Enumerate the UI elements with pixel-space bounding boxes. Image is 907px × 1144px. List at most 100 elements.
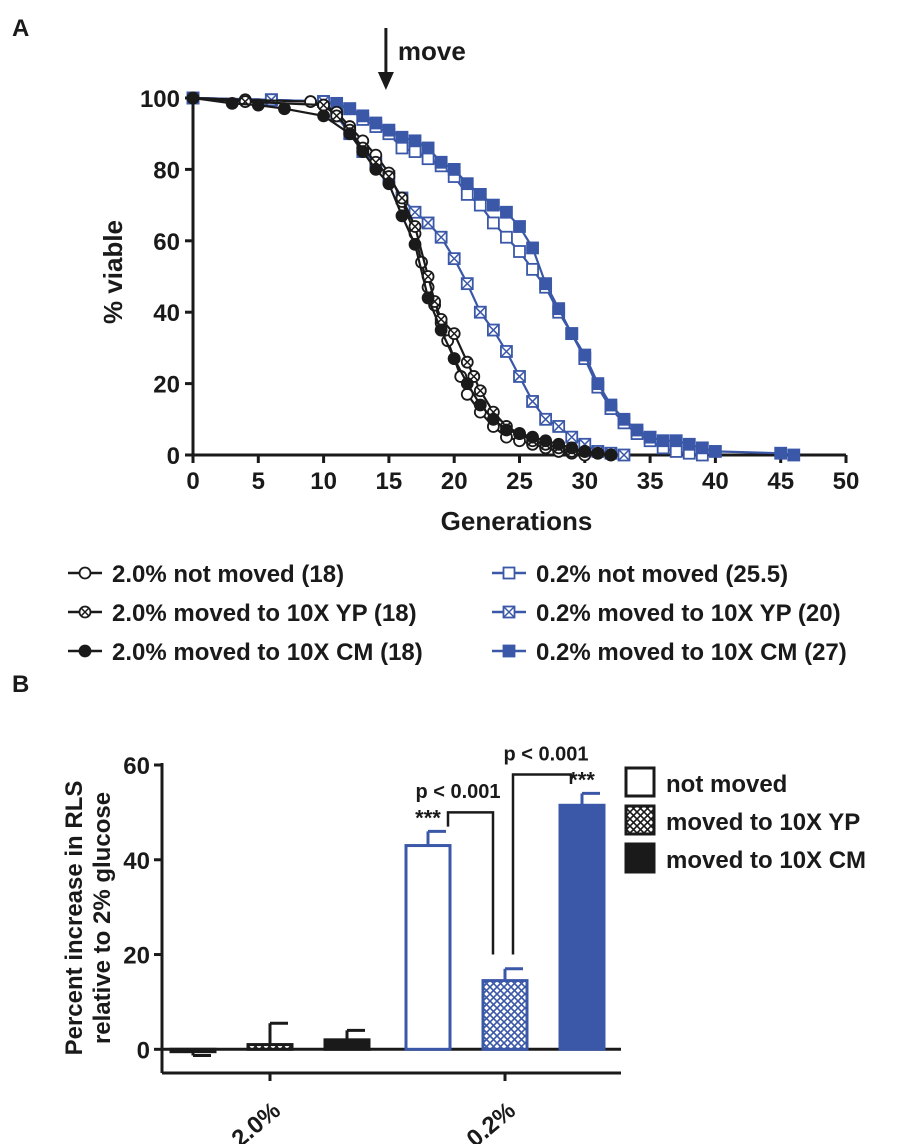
legend-label: 0.2% not moved (25.5) [536, 561, 788, 588]
marker-shape [709, 445, 722, 458]
data-point [552, 437, 566, 451]
data-point [460, 177, 474, 191]
data-point [317, 98, 331, 112]
move-annotation: move [398, 36, 466, 66]
x-tick-label: 30 [571, 468, 598, 495]
data-point [787, 448, 801, 462]
marker-shape [787, 448, 801, 462]
marker-shape [78, 566, 92, 580]
data-point [382, 123, 396, 137]
panel-a-label: A [12, 15, 29, 42]
marker-cross [539, 413, 552, 426]
data-point [565, 327, 579, 341]
marker-shape [460, 187, 474, 201]
y-tick-label: 20 [123, 943, 150, 970]
marker-shape [502, 644, 516, 658]
data-point [617, 412, 631, 426]
marker-shape [460, 177, 474, 191]
marker-shape [186, 91, 200, 105]
panel-b-label: B [12, 671, 29, 698]
data-point [500, 423, 513, 437]
marker-shape [656, 434, 670, 448]
data-point [460, 355, 474, 369]
move-arrow-head [377, 72, 394, 90]
data-point [447, 327, 461, 341]
marker-cross [449, 329, 459, 339]
marker-cross [410, 222, 420, 231]
significance-stars: *** [415, 805, 441, 830]
data-point [565, 430, 579, 444]
data-point [186, 91, 200, 105]
data-point [539, 434, 553, 448]
data-point [408, 145, 422, 158]
data-point [539, 412, 553, 426]
legend-label: moved to 10X YP [666, 809, 860, 836]
marker-shape [630, 423, 644, 437]
data-point [578, 348, 592, 362]
data-point [356, 109, 370, 123]
marker-cross [513, 370, 526, 383]
marker-shape [408, 237, 422, 251]
y-tick-label: 100 [140, 86, 180, 113]
marker-cross [397, 193, 407, 203]
x-tick-label: 25 [506, 468, 533, 495]
data-point [526, 395, 539, 408]
data-point [552, 302, 566, 316]
marker-cross [565, 431, 578, 444]
legend-marker [78, 644, 92, 658]
data-point [473, 198, 487, 212]
marker-cross [552, 420, 565, 433]
data-point [317, 109, 331, 123]
y-tick-label: 40 [123, 848, 150, 875]
data-point [356, 145, 370, 158]
series-line [192, 96, 703, 457]
data-point [513, 220, 526, 233]
data-point [500, 345, 513, 358]
legend-label: not moved [666, 771, 787, 798]
marker-shape [513, 220, 526, 233]
data-point [421, 270, 435, 283]
data-point [343, 127, 357, 141]
data-point [604, 448, 618, 462]
significance-stars: *** [569, 767, 595, 792]
marker-cross [448, 252, 461, 265]
data-point [486, 412, 500, 426]
legend-marker [502, 644, 516, 658]
data-point [460, 377, 474, 391]
data-point [251, 98, 265, 112]
survival-legend: 2.0% not moved (18) 2.0% moved to 10X YP … [68, 561, 847, 666]
marker-shape [552, 437, 566, 451]
x-tick-label: 35 [637, 468, 664, 495]
data-point [395, 141, 409, 155]
bar [481, 979, 529, 1051]
marker-shape [486, 198, 500, 212]
data-point [473, 187, 487, 201]
data-point [617, 448, 631, 462]
marker-shape [604, 398, 618, 412]
data-point [473, 305, 487, 319]
data-point [682, 437, 696, 451]
data-point [382, 177, 396, 191]
data-point [578, 445, 592, 458]
marker-shape [682, 437, 696, 451]
marker-cross [475, 386, 485, 396]
marker-shape [500, 230, 513, 244]
legend-marker [502, 605, 516, 619]
data-point [343, 102, 357, 116]
marker-cross [332, 111, 342, 121]
marker-shape [565, 441, 579, 455]
data-point [643, 430, 657, 444]
marker-shape [473, 398, 487, 412]
legend-marker [78, 566, 92, 580]
data-point [539, 277, 553, 291]
marker-shape [317, 109, 331, 123]
data-point [460, 277, 474, 291]
data-point [473, 384, 487, 398]
marker-cross [422, 216, 435, 229]
marker-cross [461, 277, 474, 290]
marker-shape [604, 448, 618, 462]
marker-shape [643, 430, 657, 444]
marker-cross [80, 607, 90, 617]
series-line [192, 96, 625, 457]
